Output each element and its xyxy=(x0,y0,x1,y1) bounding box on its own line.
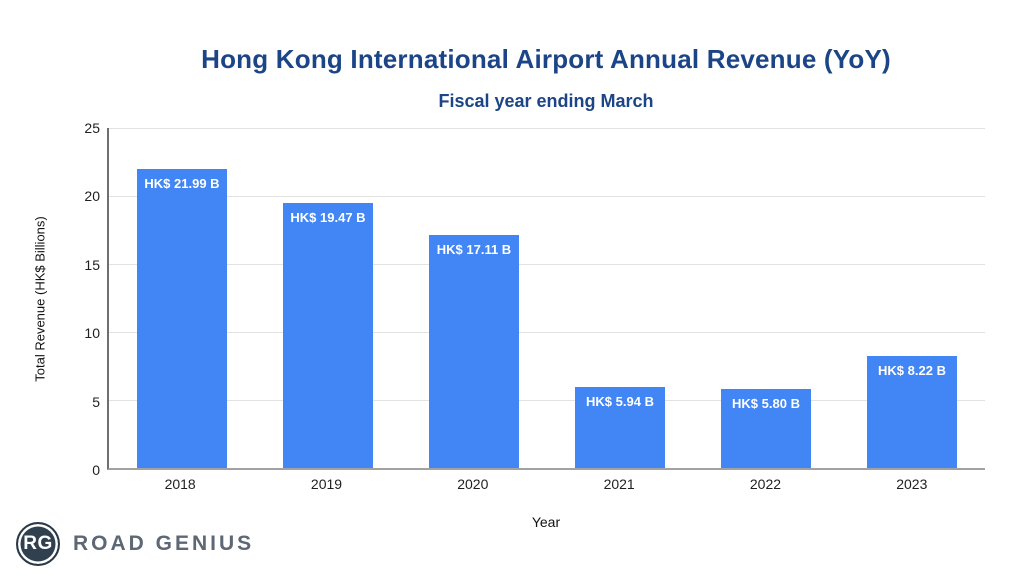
bar-band-2023: HK$ 8.22 B xyxy=(839,128,985,468)
bar-value-label-2023: HK$ 8.22 B xyxy=(878,363,946,379)
bar-2019[interactable]: HK$ 19.47 B xyxy=(282,203,374,468)
x-tick-label-2018: 2018 xyxy=(164,476,196,492)
road-genius-logo-icon: RG xyxy=(16,522,60,566)
x-tick-label-2023: 2023 xyxy=(896,476,928,492)
x-tick-label-2019: 2019 xyxy=(310,476,343,492)
x-tick-label-2022: 2022 xyxy=(749,476,782,492)
logo-monogram: RG xyxy=(23,533,53,554)
bar-value-label-2019: HK$ 19.47 B xyxy=(290,210,366,226)
x-axis-title: Year xyxy=(531,514,561,530)
bar-2022[interactable]: HK$ 5.80 B xyxy=(720,389,812,468)
bar-2020[interactable]: HK$ 17.11 B xyxy=(428,235,520,468)
bar-series: HK$ 21.99 B HK$ 19.47 B HK$ 17.11 B HK$ 5.9… xyxy=(109,128,985,468)
gridline-10 xyxy=(109,332,985,333)
road-genius-logo: RG ROAD GENIUS xyxy=(16,522,254,566)
chart-title: Hong Kong International Airport Annual R… xyxy=(201,44,891,74)
chart-header: Hong Kong International Airport Annual R… xyxy=(68,44,1024,112)
logo-wordmark: ROAD GENIUS xyxy=(73,532,255,555)
bar-band-2020: HK$ 17.11 B xyxy=(401,128,547,468)
bar-value-label-2022: HK$ 5.80 B xyxy=(732,396,800,412)
x-axis-tick-labels: 2018 2019 2020 2021 2022 2023 xyxy=(107,476,985,492)
bar-value-label-2021: HK$ 5.94 B xyxy=(586,394,654,410)
plot-area: HK$ 21.99 B HK$ 19.47 B HK$ 17.11 B HK$ 5.9… xyxy=(107,128,985,470)
chart-subtitle: Fiscal year ending March xyxy=(438,91,654,111)
bar-band-2018: HK$ 21.99 B xyxy=(109,128,255,468)
bar-2021[interactable]: HK$ 5.94 B xyxy=(574,387,666,468)
y-tick-label-5: 5 xyxy=(92,393,100,410)
bar-value-label-2020: HK$ 17.11 B xyxy=(436,242,512,258)
gridline-25 xyxy=(109,128,985,129)
bar-band-2022: HK$ 5.80 B xyxy=(693,128,839,468)
bar-2018[interactable]: HK$ 21.99 B xyxy=(136,168,228,468)
bar-value-label-2018: HK$ 21.99 B xyxy=(144,175,220,191)
gridline-20 xyxy=(109,196,985,197)
y-tick-label-20: 20 xyxy=(84,188,100,205)
x-tick-label-2021: 2021 xyxy=(603,476,635,492)
y-axis-tick-labels: 0 5 10 15 20 25 xyxy=(0,120,100,478)
bar-band-2019: HK$ 19.47 B xyxy=(255,128,401,468)
y-tick-label-10: 10 xyxy=(84,325,100,342)
bar-2023[interactable]: HK$ 8.22 B xyxy=(866,356,958,468)
gridline-15 xyxy=(109,264,985,265)
x-tick-label-2020: 2020 xyxy=(457,476,489,492)
y-tick-label-25: 25 xyxy=(84,120,100,136)
y-tick-label-15: 15 xyxy=(84,256,100,273)
bar-band-2021: HK$ 5.94 B xyxy=(547,128,693,468)
gridline-5 xyxy=(109,400,985,401)
y-tick-label-0: 0 xyxy=(92,462,100,478)
